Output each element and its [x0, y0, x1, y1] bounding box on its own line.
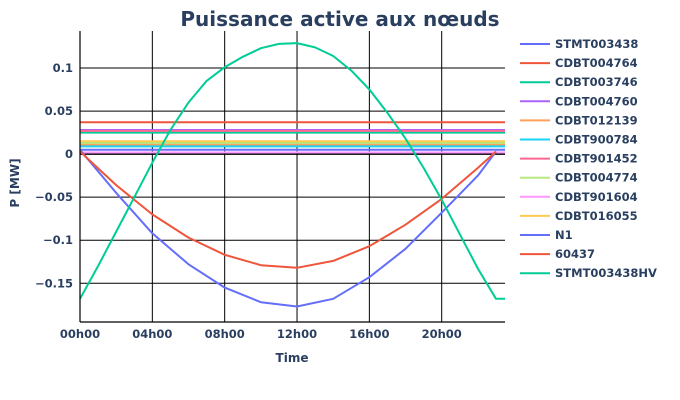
axes	[79, 31, 505, 323]
legend-item[interactable]: CDBT016055	[520, 209, 638, 223]
x-tick-label: 12h00	[277, 327, 317, 341]
legend-label: STMT003438	[555, 37, 638, 51]
legend-label: N1	[555, 228, 573, 242]
legend-item[interactable]: STMT003438HV	[520, 266, 657, 280]
legend-label: CDBT901452	[555, 152, 638, 166]
legend-label: CDBT003746	[555, 75, 638, 89]
series-layer	[79, 42, 505, 308]
series-line	[79, 42, 505, 300]
y-tick-label: 0.1	[53, 61, 73, 75]
legend-item[interactable]: CDBT901604	[520, 190, 638, 204]
grid	[80, 31, 505, 322]
legend-item[interactable]: 60437	[520, 247, 595, 261]
legend-item[interactable]: CDBT004760	[520, 94, 638, 108]
y-tick-label: −0.1	[43, 233, 73, 247]
y-tick-label: 0	[65, 147, 73, 161]
y-tick-label: −0.15	[35, 276, 73, 290]
legend-item[interactable]: CDBT900784	[520, 133, 638, 147]
legend-item[interactable]: CDBT901452	[520, 152, 638, 166]
legend-label: CDBT012139	[555, 113, 638, 127]
x-tick-label: 16h00	[349, 327, 389, 341]
y-axis-label: P [MW]	[8, 158, 22, 207]
legend-label: CDBT901604	[555, 190, 638, 204]
x-tick-label: 08h00	[205, 327, 245, 341]
series-line	[79, 149, 497, 308]
legend-item[interactable]: CDBT004764	[520, 56, 638, 70]
legend-item[interactable]: N1	[520, 228, 573, 242]
y-tick-label: −0.05	[35, 190, 73, 204]
legend-label: CDBT016055	[555, 209, 638, 223]
legend-item[interactable]: CDBT004774	[520, 171, 638, 185]
x-tick-label: 20h00	[422, 327, 462, 341]
legend-item[interactable]: CDBT003746	[520, 75, 638, 89]
legend-label: CDBT004774	[555, 171, 638, 185]
legend[interactable]: STMT003438 CDBT004764 CDBT003746 CDBT004760…	[520, 37, 657, 280]
x-tick-label: 00h00	[60, 327, 100, 341]
legend-label: STMT003438HV	[555, 266, 657, 280]
y-tick-label: 0.05	[45, 104, 73, 118]
x-axis-label: Time	[276, 351, 309, 365]
tick-labels: 00h00 04h00 08h00 12h00 16h00 20h00 0.1 0.05 0 −0…	[35, 61, 462, 341]
legend-label: CDBT004764	[555, 56, 638, 70]
legend-label: CDBT004760	[555, 94, 638, 108]
legend-item[interactable]: CDBT012139	[520, 113, 638, 127]
x-tick-label: 04h00	[132, 327, 172, 341]
chart-title: Puissance active aux nœuds	[180, 7, 499, 31]
legend-label: 60437	[555, 247, 595, 261]
legend-label: CDBT900784	[555, 133, 638, 147]
legend-item[interactable]: STMT003438	[520, 37, 638, 51]
